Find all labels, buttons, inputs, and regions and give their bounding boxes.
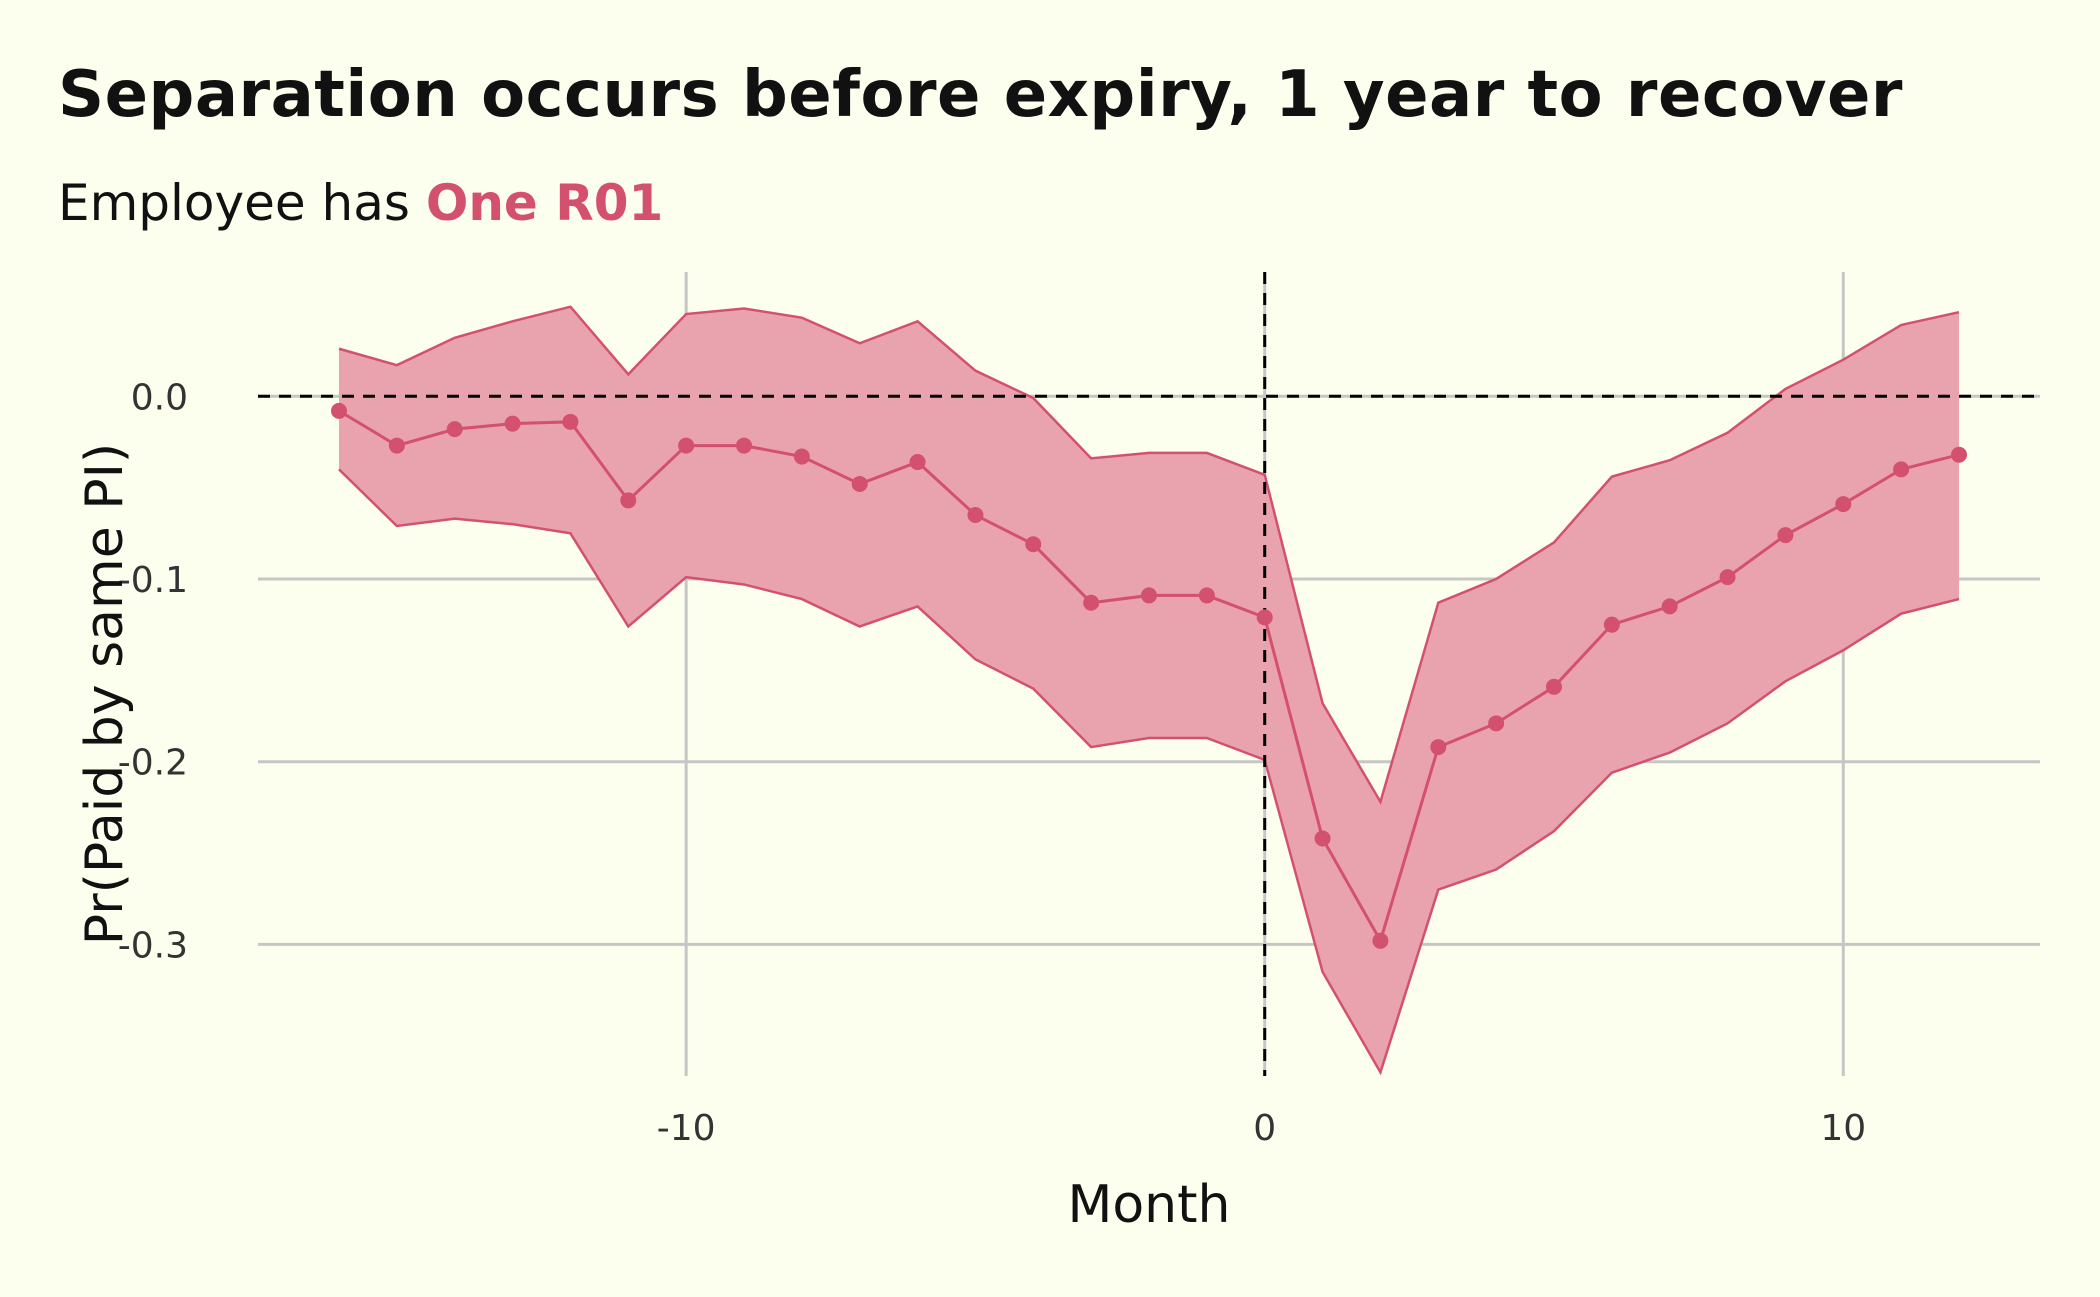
data-point-9 <box>851 475 868 492</box>
y-tick-label-1: -0.1 <box>118 560 188 601</box>
y-axis-title: Pr(Paid by same PI) <box>75 443 135 945</box>
x-tick-label-0: -10 <box>657 1108 716 1149</box>
data-point-3 <box>504 415 521 432</box>
data-point-27 <box>1893 461 1910 478</box>
data-point-24 <box>1719 569 1736 586</box>
data-point-11 <box>967 507 984 524</box>
data-point-28 <box>1951 446 1967 463</box>
data-point-14 <box>1141 587 1157 604</box>
data-point-25 <box>1777 527 1794 544</box>
data-point-21 <box>1546 678 1562 695</box>
chart-subtitle: Employee has One R01 <box>58 174 663 232</box>
data-point-12 <box>1025 536 1042 553</box>
data-point-5 <box>620 492 637 509</box>
x-tick-label-1: 0 <box>1253 1108 1276 1149</box>
lower-bound-line <box>338 468 1960 1076</box>
data-point-0 <box>331 402 347 419</box>
data-point-1 <box>388 437 405 454</box>
data-point-4 <box>562 413 579 430</box>
data-point-22 <box>1603 616 1620 633</box>
x-tick-label-2: 10 <box>1820 1108 1866 1149</box>
upper-bound-line <box>338 305 1960 806</box>
tick-labels: 0.0 -0.1 -0.2 -0.3 -10 0 10 <box>118 377 1866 1149</box>
x-axis-title: Month <box>1068 1175 1231 1235</box>
data-point-20 <box>1488 715 1505 732</box>
data-series <box>331 402 1967 949</box>
y-tick-label-3: -0.3 <box>118 925 188 966</box>
data-point-8 <box>793 448 810 465</box>
reference-lines <box>258 272 2040 1076</box>
chart-title: Separation occurs before expiry, 1 year … <box>58 58 1903 132</box>
y-tick-label-2: -0.2 <box>118 743 188 784</box>
confidence-band-fill <box>339 306 1959 1073</box>
y-tick-label-0: 0.0 <box>131 377 188 418</box>
data-point-15 <box>1198 587 1215 604</box>
data-point-6 <box>678 437 695 454</box>
data-point-19 <box>1430 739 1447 756</box>
data-point-7 <box>736 437 752 454</box>
data-point-23 <box>1661 598 1678 615</box>
confidence-band <box>338 305 1960 1076</box>
data-point-18 <box>1372 932 1389 949</box>
subtitle-highlight: One R01 <box>425 174 664 232</box>
data-point-26 <box>1835 496 1852 513</box>
data-point-10 <box>909 454 926 471</box>
data-point-17 <box>1314 830 1331 847</box>
subtitle-prefix: Employee has <box>58 174 426 232</box>
data-point-2 <box>446 421 463 438</box>
data-point-16 <box>1256 609 1273 626</box>
data-point-13 <box>1083 594 1100 611</box>
